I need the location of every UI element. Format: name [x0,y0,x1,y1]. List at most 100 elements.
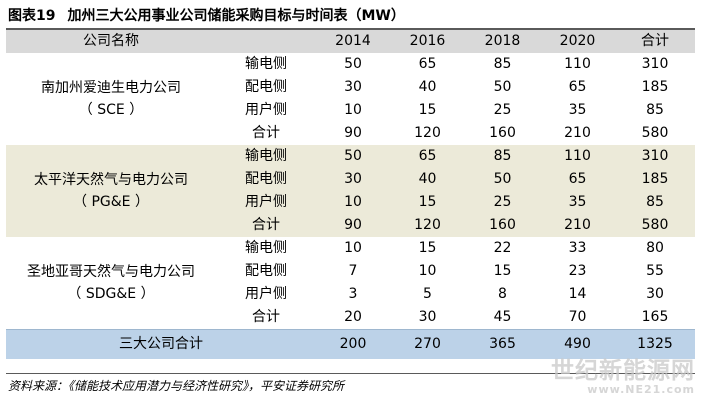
value-cell: 14 [540,283,615,306]
value-cell: 5 [390,283,465,306]
value-cell: 50 [316,145,390,168]
value-cell: 25 [465,191,540,214]
table-row: 太平洋天然气与电力公司 （ PG&E ） 输电侧 50 65 85 110 31… [6,145,695,237]
value-cell: 30 [316,76,390,99]
table-row: 合计 90 120 160 210 580 [6,214,695,237]
value-cell: 30 [390,306,465,330]
value-cell: 580 [615,214,695,237]
grand-total-value: 365 [465,329,540,359]
table-row: 圣地亚哥天然气与电力公司 （ SDG&E ） 输电侧 10 15 22 33 8… [6,237,695,330]
value-cell: 8 [465,283,540,306]
category-cell: 输电侧 [216,237,316,260]
value-cell: 120 [390,214,465,237]
value-cell: 310 [615,53,695,76]
value-cell: 45 [465,306,540,330]
value-cell: 15 [465,260,540,283]
grand-total-label: 三大公司合计 [6,329,316,359]
value-cell: 65 [390,53,465,76]
value-cell: 120 [390,122,465,145]
header-company: 公司名称 [6,30,216,53]
figure-title-text: 加州三大公用事业公司储能采购目标与时间表（MW） [67,8,405,24]
bottom-rule [6,373,695,374]
category-cell: 配电侧 [216,76,316,99]
value-cell: 580 [615,122,695,145]
company-abbr: （ SDG&E ） [67,286,155,302]
category-cell: 用户侧 [216,99,316,122]
value-cell: 185 [615,168,695,191]
category-cell: 合计 [216,122,316,145]
company-name: 圣地亚哥天然气与电力公司 [27,264,195,280]
table-row: 合计 90 120 160 210 580 [6,122,695,145]
value-cell: 7 [316,260,390,283]
value-cell: 85 [615,191,695,214]
grand-total-value: 490 [540,329,615,359]
grand-total-value: 1325 [615,329,695,359]
value-cell: 15 [390,237,465,260]
table-row: 配电侧 30 40 50 65 185 [6,76,695,99]
value-cell: 50 [465,76,540,99]
value-cell: 35 [540,191,615,214]
value-cell: 15 [390,191,465,214]
figure-number: 图表19 [8,8,56,24]
company-cell-sdge: 圣地亚哥天然气与电力公司 （ SDG&E ） [6,237,216,330]
grand-total-value: 270 [390,329,465,359]
value-cell: 80 [615,237,695,260]
value-cell: 210 [540,214,615,237]
category-cell: 配电侧 [216,260,316,283]
category-cell: 输电侧 [216,145,316,168]
value-cell: 25 [465,99,540,122]
figure-title: 图表19 加州三大公用事业公司储能采购目标与时间表（MW） [8,5,405,27]
value-cell: 65 [540,76,615,99]
grand-total-row: 三大公司合计 200 270 365 490 1325 [6,329,695,359]
header-year-2020: 2020 [540,30,615,53]
category-cell: 用户侧 [216,191,316,214]
value-cell: 30 [615,283,695,306]
value-cell: 110 [540,53,615,76]
table-row: 南加州爱迪生电力公司 （ SCE ） 输电侧 50 65 85 110 310 [6,53,695,145]
table-row: 用户侧 3 5 8 14 30 [6,283,695,306]
value-cell: 40 [390,76,465,99]
value-cell: 160 [465,214,540,237]
table-row: 合计 20 30 45 70 165 [6,306,695,330]
company-cell-pge: 太平洋天然气与电力公司 （ PG&E ） [6,145,216,237]
value-cell: 90 [316,122,390,145]
value-cell: 10 [390,260,465,283]
value-cell: 165 [615,306,695,330]
header-year-2014: 2014 [316,30,390,53]
value-cell: 310 [615,145,695,168]
value-cell: 50 [316,53,390,76]
value-cell: 10 [316,191,390,214]
company-name: 南加州爱迪生电力公司 [41,80,181,96]
value-cell: 10 [316,237,390,260]
value-cell: 85 [615,99,695,122]
data-table: 公司名称 2014 2016 2018 2020 合计 南加州爱迪生电力公司 （… [6,30,695,359]
value-cell: 65 [390,145,465,168]
value-cell: 110 [540,145,615,168]
value-cell: 33 [540,237,615,260]
category-cell: 用户侧 [216,283,316,306]
source-note: 资料来源：《储能技术应用潜力与经济性研究》，平安证券研究所 [8,379,345,393]
table-row: 配电侧 30 40 50 65 185 [6,168,695,191]
value-cell: 160 [465,122,540,145]
category-cell: 合计 [216,214,316,237]
table-row: 用户侧 10 15 25 35 85 [6,191,695,214]
value-cell: 210 [540,122,615,145]
value-cell: 185 [615,76,695,99]
top-rule [6,28,695,30]
value-cell: 40 [390,168,465,191]
value-cell: 85 [465,145,540,168]
table-row: 用户侧 10 15 25 35 85 [6,99,695,122]
category-cell: 输电侧 [216,53,316,76]
value-cell: 55 [615,260,695,283]
header-year-2016: 2016 [390,30,465,53]
value-cell: 90 [316,214,390,237]
value-cell: 65 [540,168,615,191]
category-cell: 配电侧 [216,168,316,191]
value-cell: 30 [316,168,390,191]
company-abbr: （ PG&E ） [73,194,149,210]
value-cell: 22 [465,237,540,260]
value-cell: 20 [316,306,390,330]
category-cell: 合计 [216,306,316,330]
watermark-url: www.NE21.com [587,383,695,396]
value-cell: 10 [316,99,390,122]
